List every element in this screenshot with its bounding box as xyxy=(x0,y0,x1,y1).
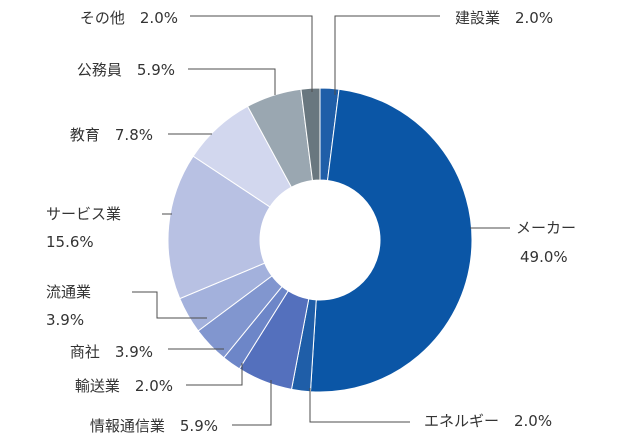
leader-line-2 xyxy=(309,388,410,423)
slice-label-6-line-1: 3.9% xyxy=(46,311,84,329)
donut-slices xyxy=(167,87,473,393)
leader-line-9 xyxy=(188,68,276,95)
slice-label-6-line-0: 流通業 xyxy=(46,283,91,301)
donut-hole xyxy=(260,180,380,300)
leader-line-3 xyxy=(232,380,272,426)
slice-label-7-line-1: 15.6% xyxy=(46,233,94,251)
slice-label-5-line-0: 商社 3.9% xyxy=(70,343,153,361)
slice-label-1-line-0: メーカー xyxy=(516,219,576,237)
leader-line-10 xyxy=(190,15,313,92)
slice-labels: 建設業 2.0% メーカー 49.0% エネルギー 2.0% 情報通信業 5.9% 輸送業… xyxy=(46,9,576,435)
leader-line-0 xyxy=(334,15,440,95)
slice-label-1-line-1: 49.0% xyxy=(520,248,568,266)
slice-label-2-line-0: エネルギー 2.0% xyxy=(424,412,552,430)
slice-label-3-line-0: 情報通信業 5.9% xyxy=(90,417,218,435)
slice-label-10-line-0: その他 2.0% xyxy=(80,9,178,27)
slice-label-7-line-0: サービス業 xyxy=(46,205,121,223)
slice-label-0-line-0: 建設業 2.0% xyxy=(455,9,553,27)
leader-lines xyxy=(132,15,510,426)
slice-label-8-line-0: 教育 7.8% xyxy=(70,126,153,144)
leader-line-6 xyxy=(132,291,207,319)
slice-label-4-line-0: 輸送業 2.0% xyxy=(75,377,173,395)
slice-label-9-line-0: 公務員 5.9% xyxy=(77,61,175,79)
leader-line-4 xyxy=(186,363,243,386)
